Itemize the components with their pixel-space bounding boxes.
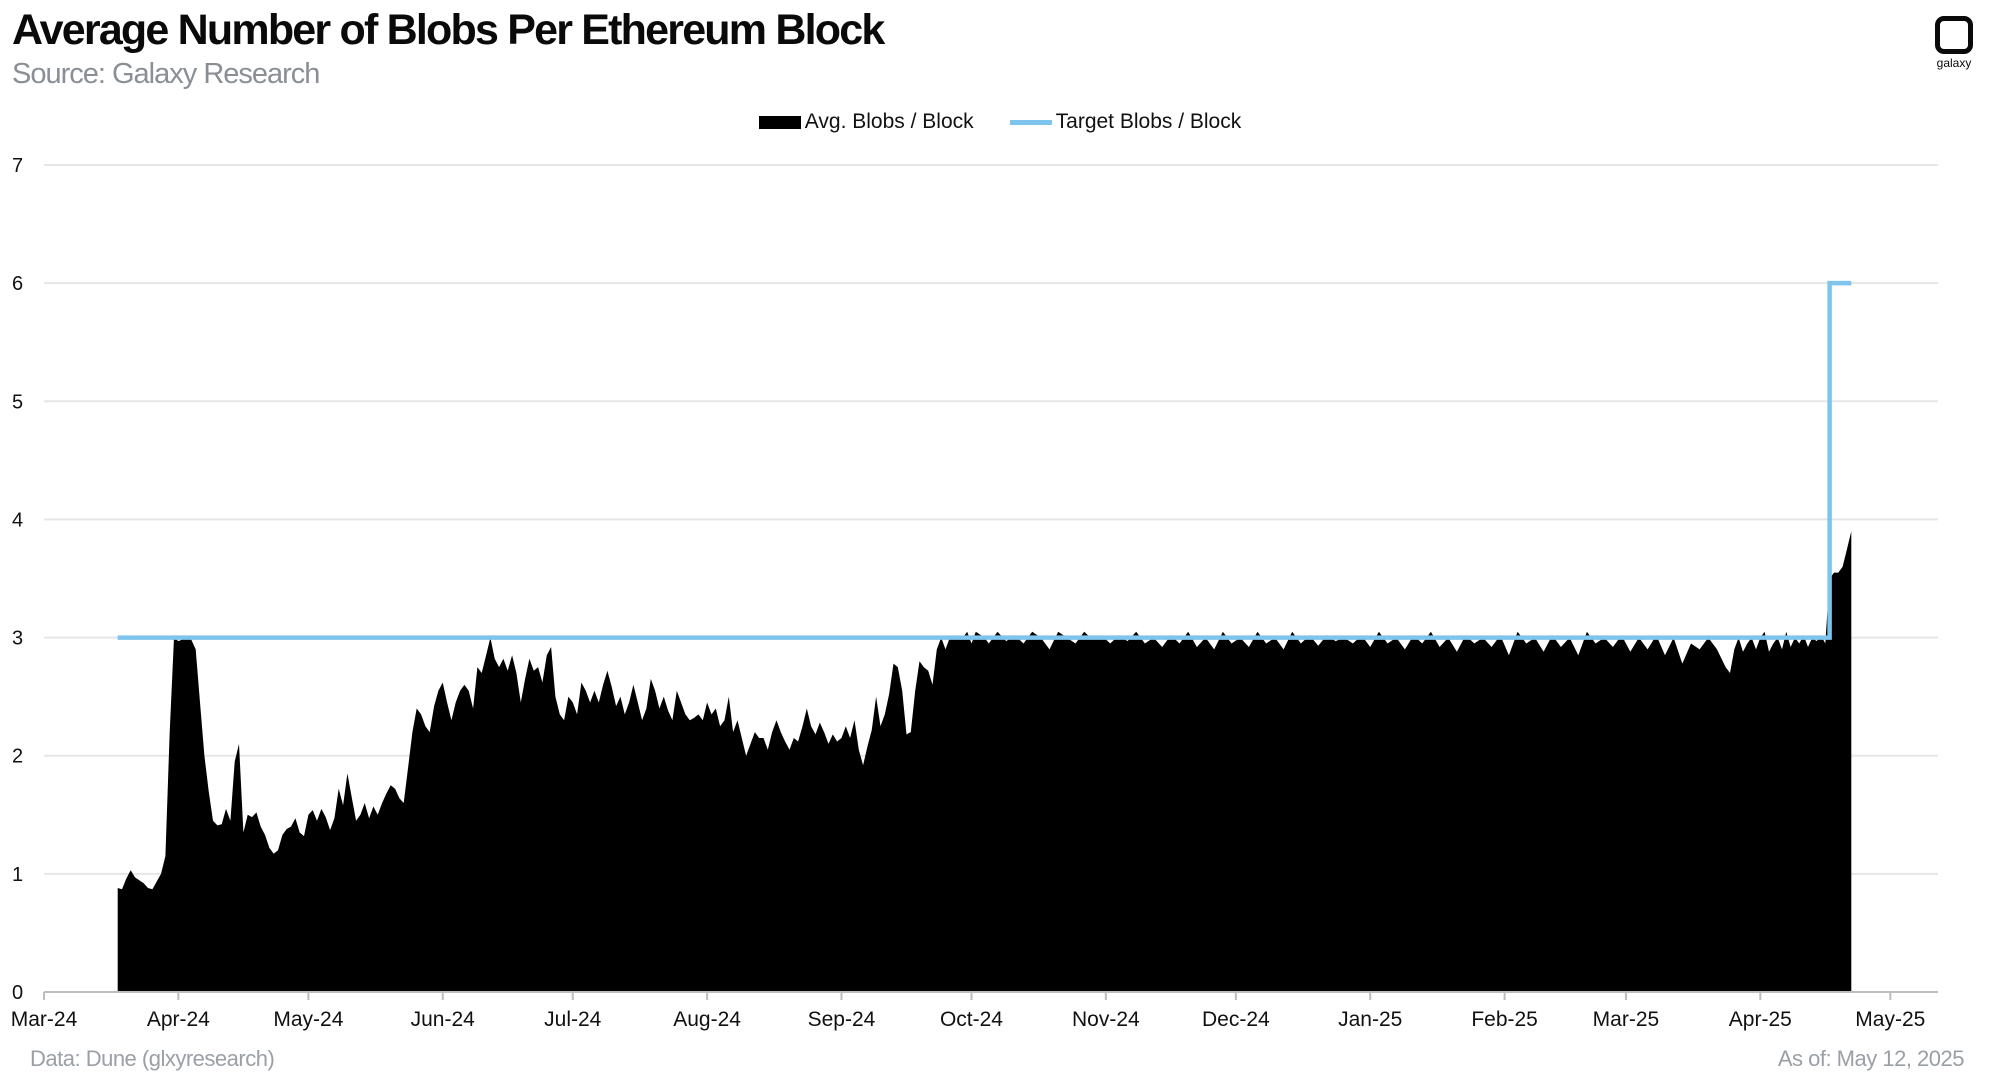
legend-label-avg: Avg. Blobs / Block <box>804 110 974 133</box>
x-tick-label: Jun-24 <box>411 1008 476 1031</box>
x-tick-label: Jan-25 <box>1338 1008 1402 1031</box>
x-tick-label: Sep-24 <box>808 1008 876 1031</box>
y-tick-label: 7 <box>12 155 23 177</box>
legend-label-target: Target Blobs / Block <box>1055 110 1242 133</box>
y-tick-label: 4 <box>12 509 23 531</box>
x-tick-label: Mar-25 <box>1593 1008 1660 1031</box>
x-tick-label: May-24 <box>273 1008 343 1031</box>
x-tick-label: Dec-24 <box>1202 1008 1270 1031</box>
y-tick-label: 3 <box>12 628 23 650</box>
x-tick-label: Aug-24 <box>673 1008 741 1031</box>
data-source-note: Data: Dune (glxyresearch) <box>30 1046 275 1071</box>
galaxy-logo-icon <box>1935 16 1973 54</box>
legend-item-avg: Avg. Blobs / Block <box>758 110 974 134</box>
x-tick-label: Jul-24 <box>544 1008 602 1031</box>
y-tick-label: 6 <box>12 273 23 295</box>
galaxy-logo-text: galaxy <box>1936 56 1972 70</box>
chart-subtitle: Source: Galaxy Research <box>12 58 320 90</box>
x-tick-label: Apr-24 <box>147 1008 210 1031</box>
target-blobs-line <box>117 280 1852 640</box>
chart-title: Average Number of Blobs Per Ethereum Blo… <box>12 6 885 54</box>
legend-item-target: Target Blobs / Block <box>1009 110 1242 134</box>
y-tick-label: 5 <box>12 391 23 413</box>
x-tick-label: Nov-24 <box>1072 1008 1140 1031</box>
x-tick-label: Mar-24 <box>11 1008 78 1031</box>
legend-swatch-target <box>1009 119 1052 125</box>
y-tick-label: 2 <box>12 746 23 768</box>
y-tick-label: 1 <box>12 864 23 886</box>
x-tick-label: Feb-25 <box>1471 1008 1538 1031</box>
y-tick-label: 0 <box>12 982 23 1004</box>
x-tick-label: Apr-25 <box>1729 1008 1792 1031</box>
galaxy-logo: galaxy <box>1932 16 1976 70</box>
as-of-date: As of: May 12, 2025 <box>1777 1046 1965 1071</box>
legend-swatch-avg <box>758 115 801 129</box>
chart-legend: Avg. Blobs / Block Target Blobs / Block <box>0 110 2000 134</box>
x-tick-label: May-25 <box>1855 1008 1925 1031</box>
avg-blobs-area <box>117 531 1852 992</box>
x-tick-label: Oct-24 <box>940 1008 1003 1031</box>
